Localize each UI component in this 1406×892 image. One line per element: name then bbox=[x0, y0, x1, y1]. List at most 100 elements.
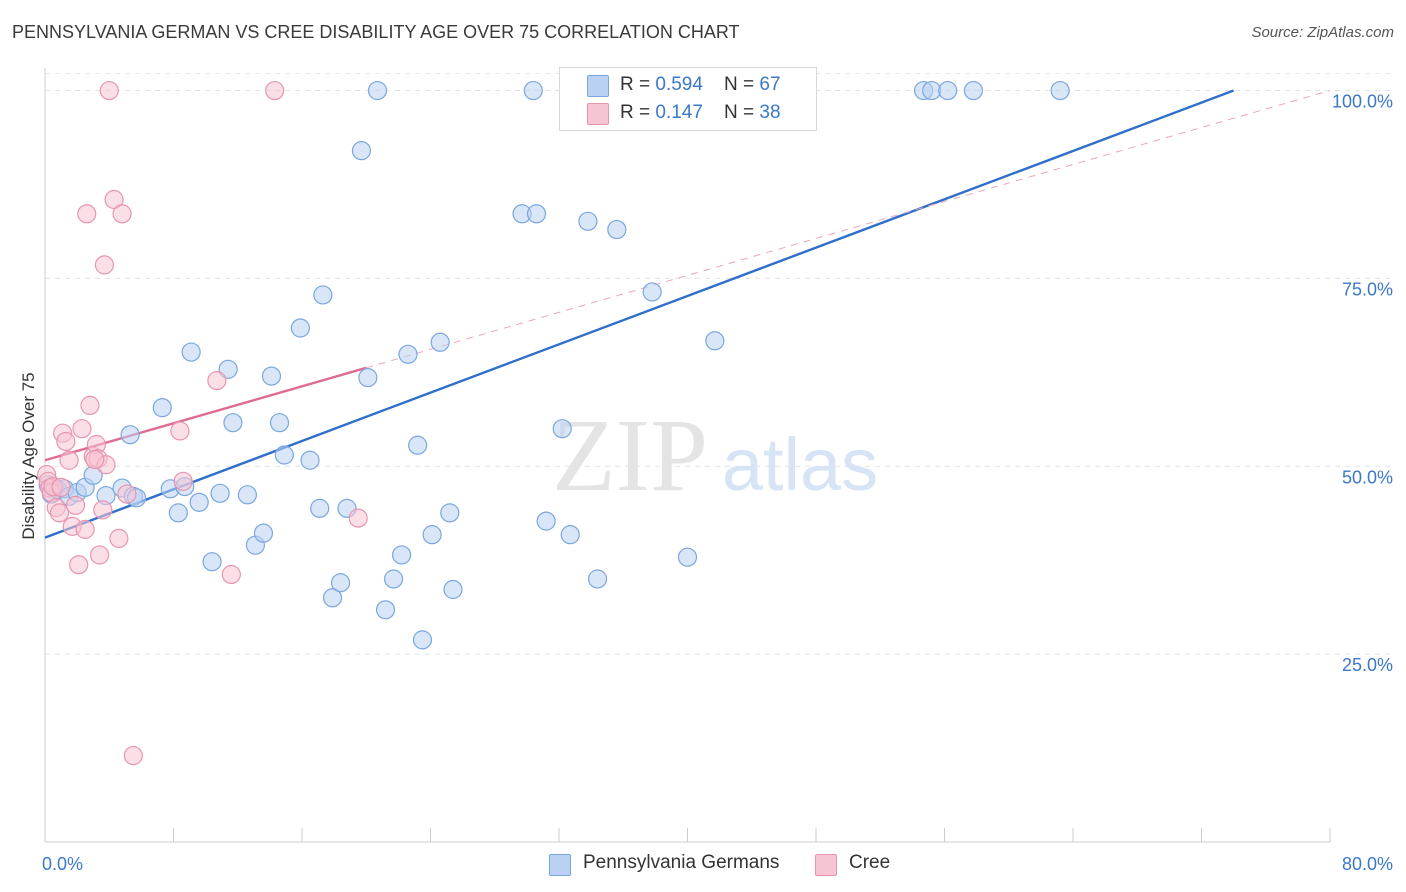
data-point bbox=[94, 255, 115, 275]
bottom-legend-label: Pennsylvania Germans bbox=[583, 852, 780, 873]
data-point bbox=[51, 477, 71, 497]
data-point bbox=[104, 189, 124, 210]
data-point bbox=[1050, 80, 1070, 101]
data-point bbox=[69, 555, 89, 575]
data-point bbox=[207, 371, 227, 391]
data-point bbox=[963, 80, 984, 101]
data-point bbox=[269, 413, 290, 433]
data-point bbox=[607, 219, 627, 240]
data-point bbox=[189, 492, 209, 512]
y-tick-label: 100.0% bbox=[1332, 92, 1393, 112]
data-point bbox=[443, 579, 463, 600]
data-point bbox=[322, 588, 343, 608]
data-point bbox=[578, 211, 598, 231]
x-tick-labels: 0.0% 80.0% bbox=[42, 854, 1393, 874]
data-point bbox=[112, 204, 132, 224]
data-point bbox=[117, 484, 137, 504]
y-axis-label: Disability Age Over 75 bbox=[19, 372, 38, 539]
watermark-zip: ZIP bbox=[552, 398, 708, 513]
data-point bbox=[261, 366, 282, 386]
legend-n-value: 67 bbox=[759, 74, 781, 95]
data-point bbox=[123, 745, 143, 766]
data-point bbox=[75, 519, 95, 539]
data-point bbox=[265, 80, 285, 101]
data-point bbox=[422, 525, 442, 545]
data-point bbox=[85, 449, 105, 470]
legend-swatch-pennsylvania-germans bbox=[587, 75, 609, 97]
data-point bbox=[383, 569, 404, 589]
data-point bbox=[412, 630, 433, 650]
data-point bbox=[80, 395, 100, 416]
data-point bbox=[300, 450, 320, 470]
data-point bbox=[223, 413, 243, 433]
axes bbox=[44, 68, 1331, 843]
data-point bbox=[430, 332, 450, 352]
data-point bbox=[274, 445, 294, 465]
chart-title: PENNSYLVANIA GERMAN VS CREE DISABILITY A… bbox=[12, 22, 740, 42]
trendline bbox=[366, 90, 1331, 369]
data-point bbox=[313, 285, 333, 305]
data-point bbox=[330, 573, 351, 593]
watermark-atlas: atlas bbox=[722, 423, 878, 506]
data-point bbox=[560, 525, 580, 545]
data-point bbox=[587, 569, 608, 589]
legend-r-label: R = bbox=[620, 74, 656, 95]
data-point bbox=[90, 545, 110, 565]
data-point bbox=[705, 331, 725, 351]
data-point bbox=[351, 141, 372, 161]
legend-r-label: R = bbox=[620, 102, 656, 123]
data-point bbox=[253, 523, 274, 543]
data-point bbox=[290, 318, 310, 338]
watermark: ZIP atlas bbox=[552, 398, 878, 513]
data-point bbox=[65, 495, 86, 515]
data-point bbox=[938, 80, 958, 101]
legend-n-label: N = bbox=[724, 102, 760, 123]
bottom-legend-swatch bbox=[815, 854, 837, 876]
x-tick-label: 80.0% bbox=[1342, 854, 1393, 874]
data-point bbox=[170, 421, 190, 441]
y-tick-label: 50.0% bbox=[1342, 467, 1393, 487]
data-point bbox=[173, 471, 193, 491]
data-point bbox=[99, 80, 119, 101]
x-tick-label: 0.0% bbox=[42, 854, 83, 874]
data-point bbox=[348, 508, 368, 528]
data-point bbox=[408, 435, 428, 455]
legend-swatch-cree bbox=[587, 103, 609, 125]
data-point bbox=[391, 545, 412, 565]
data-point bbox=[59, 450, 79, 470]
data-point bbox=[398, 344, 418, 364]
data-point bbox=[202, 552, 222, 572]
data-point bbox=[677, 547, 698, 567]
trendline bbox=[44, 89, 1235, 539]
bottom-legend-swatch bbox=[549, 854, 571, 876]
data-point bbox=[72, 419, 92, 439]
data-point bbox=[523, 80, 543, 101]
y-tick-labels: 25.0% 50.0% 75.0% 100.0% bbox=[1332, 92, 1393, 676]
grid-lines bbox=[45, 73, 1392, 655]
data-point bbox=[152, 398, 172, 418]
data-point bbox=[310, 498, 330, 518]
legend-r-value: 0.147 bbox=[655, 102, 703, 123]
correlation-legend: R = 0.594 N = 67 R = 0.147 N = 38 bbox=[559, 67, 817, 131]
data-point bbox=[642, 282, 662, 302]
data-point bbox=[375, 600, 396, 620]
data-point bbox=[181, 342, 201, 362]
data-point bbox=[367, 80, 388, 101]
data-point bbox=[526, 204, 547, 224]
data-point bbox=[922, 80, 942, 101]
data-point bbox=[120, 425, 140, 445]
data-point bbox=[168, 503, 188, 523]
data-point bbox=[237, 485, 257, 505]
legend-r-value: 0.594 bbox=[655, 74, 703, 95]
legend-n-value: 38 bbox=[759, 102, 781, 123]
data-point bbox=[358, 368, 378, 388]
data-point bbox=[552, 419, 572, 439]
data-point bbox=[77, 204, 97, 224]
data-point bbox=[221, 564, 241, 585]
data-point bbox=[109, 528, 129, 549]
bottom-legend-label: Cree bbox=[849, 852, 891, 873]
y-tick-label: 75.0% bbox=[1342, 279, 1393, 299]
y-tick-label: 25.0% bbox=[1342, 655, 1393, 675]
data-point bbox=[210, 483, 230, 503]
